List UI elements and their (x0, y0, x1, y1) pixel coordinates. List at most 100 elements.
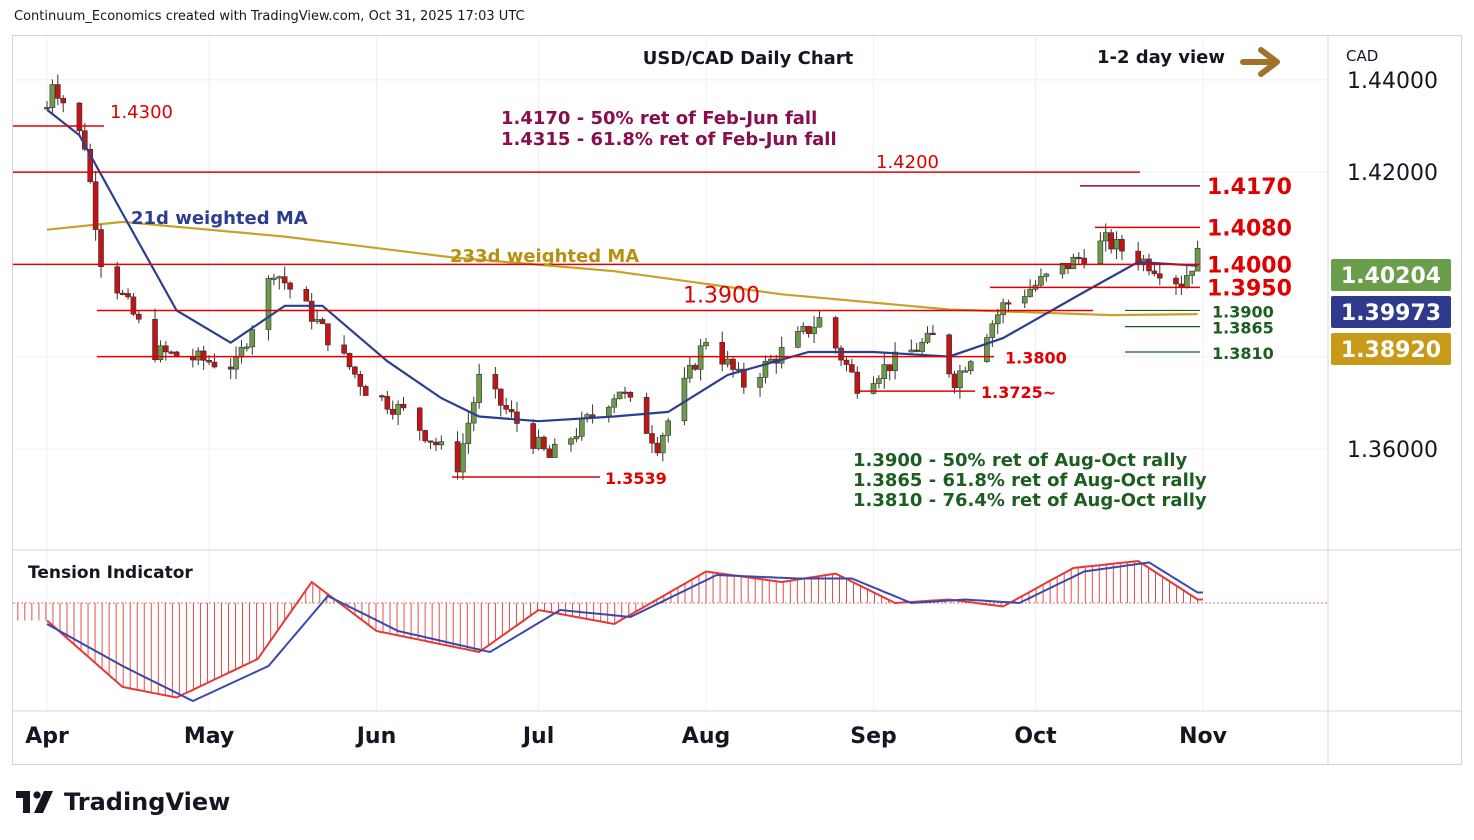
candle-down (227, 366, 234, 370)
currency-label: CAD (1346, 47, 1378, 65)
candle-down (849, 364, 855, 373)
candle-down (125, 293, 131, 298)
labels-layer: 1.43001.42001.41701.40801.40001.39501.39… (28, 47, 1451, 583)
candle-up (924, 332, 931, 343)
candle-down (92, 181, 99, 230)
candle-down (854, 371, 861, 394)
candle-up (611, 398, 617, 408)
candle-down (136, 313, 142, 320)
candle-up (265, 278, 272, 330)
candle-up (1059, 263, 1066, 275)
arrow-shape (1240, 47, 1280, 77)
candle-down (643, 396, 650, 434)
candle-up (1000, 302, 1006, 316)
ma21-line (46, 108, 1198, 423)
candle-down (341, 344, 347, 354)
candle-down (730, 358, 736, 370)
candle-up (249, 329, 256, 348)
candle-up (892, 351, 898, 371)
candle-down (1065, 263, 1071, 270)
candle-up (1097, 240, 1104, 264)
tradingview-logo[interactable]: TradingView (16, 788, 230, 816)
candle-up (49, 84, 56, 108)
candle-down (168, 351, 175, 354)
candle-up (276, 276, 283, 279)
tension-fast-line (46, 559, 1203, 699)
candle-up (573, 436, 580, 440)
candle-down (649, 433, 655, 444)
candle-up (957, 370, 963, 389)
candle-down (930, 332, 936, 336)
candle-down (503, 405, 509, 410)
candle-up (605, 406, 612, 418)
candle-up (660, 434, 666, 454)
candle-up (233, 356, 239, 370)
candle-up (1194, 247, 1201, 272)
candle-up (870, 383, 877, 394)
candle-down (1075, 256, 1082, 260)
candle-up (1038, 276, 1044, 286)
candle-down (114, 266, 121, 294)
candle-up (697, 345, 704, 370)
tension-slow-line (46, 561, 1203, 703)
candle-up (962, 370, 969, 373)
chart-title: USD/CAD Daily Chart (643, 48, 854, 69)
candle-down (492, 374, 499, 390)
candle-up (476, 374, 482, 403)
level-label: 1.3900 (683, 283, 760, 308)
candle-down (416, 407, 423, 431)
candle-up (535, 436, 542, 449)
price-tick-label: 1.44000 (1347, 69, 1438, 94)
level-label: 1.4080 (1207, 216, 1292, 241)
candle-down (654, 442, 661, 454)
candle-down (362, 386, 369, 396)
candle-up (551, 443, 558, 458)
fib-bottom-note: 1.3900 - 50% ret of Aug-Oct rally (853, 450, 1188, 471)
candle-down (379, 395, 385, 398)
candle-down (55, 84, 61, 99)
time-tick-label: Jun (355, 724, 397, 749)
candle-down (389, 408, 396, 415)
candle-up (1021, 296, 1028, 304)
time-tick-label: Aug (682, 724, 730, 749)
price-badge-value: 1.40204 (1341, 264, 1441, 289)
candle-up (881, 364, 888, 379)
candle-up (157, 345, 164, 361)
level-label: 1.3810 (1212, 344, 1274, 363)
level-label: 1.4170 (1207, 175, 1292, 200)
candle-down (719, 341, 726, 365)
candle-up (460, 443, 466, 473)
candle-down (206, 360, 212, 363)
candle-down (1156, 273, 1163, 279)
candle-up (1027, 288, 1033, 297)
candle-down (357, 374, 364, 387)
candle-down (843, 359, 850, 365)
candle-down (832, 317, 839, 349)
candle-down (514, 411, 520, 424)
price-badge-value: 1.39973 (1341, 301, 1441, 326)
price-badge (1331, 259, 1451, 291)
level-label: 1.4300 (110, 102, 173, 123)
price-tick-label: 1.36000 (1347, 438, 1438, 463)
candle-up (1102, 232, 1109, 242)
chart-attribution: Continuum_Economics created with Trading… (14, 9, 525, 24)
candle-up (967, 361, 974, 372)
candle-up (984, 337, 990, 362)
candle-up (919, 342, 925, 352)
candle-up (703, 341, 709, 347)
candle-down (346, 352, 353, 368)
candle-down (422, 430, 428, 442)
candle-up (908, 349, 915, 353)
candle-up (1183, 275, 1190, 288)
chart-frame[interactable] (12, 35, 1462, 765)
level-label: 1.3539 (605, 469, 667, 488)
candle-down (287, 282, 293, 290)
candle-down (130, 296, 137, 315)
candle-up (735, 368, 742, 371)
tradingview-logo-text: TradingView (64, 788, 231, 816)
candle-up (795, 331, 801, 348)
candle-down (546, 448, 553, 458)
candle-down (622, 391, 628, 394)
candle-up (687, 364, 693, 379)
